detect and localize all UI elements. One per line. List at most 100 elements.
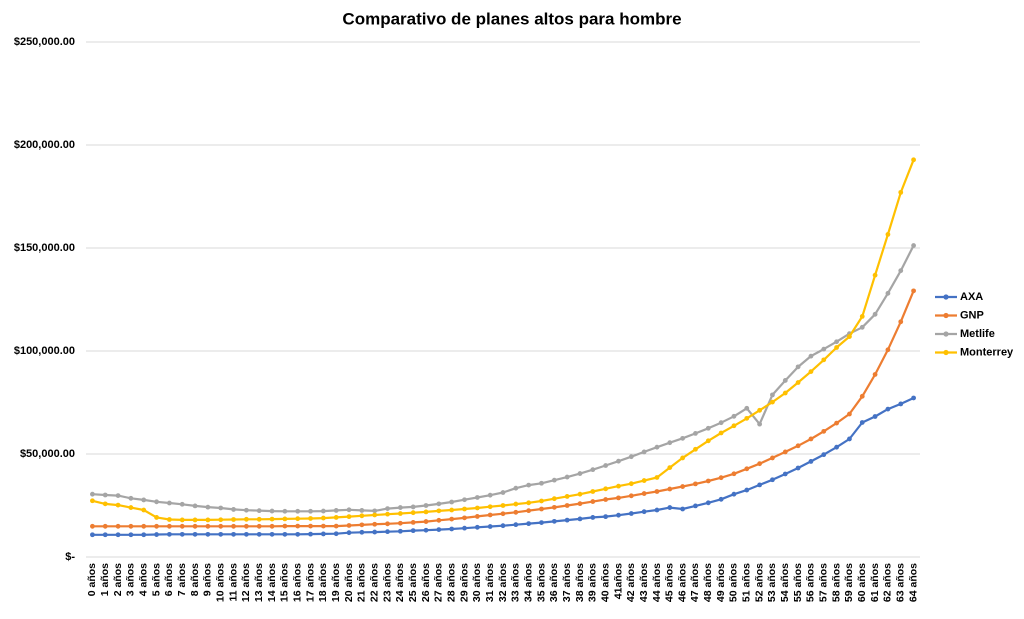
data-point	[539, 506, 544, 512]
data-point	[616, 483, 621, 489]
data-point	[256, 531, 262, 537]
data-point	[731, 471, 737, 477]
data-point	[551, 504, 557, 510]
data-point	[705, 425, 711, 431]
data-point	[577, 491, 583, 497]
data-point	[808, 436, 814, 442]
data-point	[90, 491, 95, 497]
data-point	[192, 523, 198, 529]
y-tick-label: $200,000.00	[14, 139, 75, 151]
data-point	[731, 491, 737, 497]
data-point	[770, 399, 775, 405]
data-point	[115, 493, 121, 499]
x-tick-label: 30 años	[471, 563, 483, 602]
data-point	[359, 522, 365, 528]
data-point	[847, 436, 852, 442]
x-tick-label: 17 años	[304, 563, 316, 602]
data-point	[500, 503, 506, 508]
data-point	[128, 523, 134, 529]
data-point	[167, 523, 172, 529]
data-point	[167, 500, 172, 506]
y-tick-label: $250,000.00	[14, 36, 75, 48]
data-point	[551, 518, 557, 524]
x-tick-label: 10 años	[215, 563, 227, 602]
data-point	[192, 531, 198, 537]
data-point	[603, 486, 609, 492]
data-point	[397, 505, 403, 510]
data-point	[243, 507, 249, 513]
data-point	[436, 517, 442, 523]
data-point	[680, 484, 686, 489]
data-point	[757, 407, 763, 413]
data-point	[885, 347, 891, 353]
x-tick-label: 50 años	[728, 563, 740, 602]
data-point	[603, 514, 609, 520]
data-point	[795, 465, 801, 471]
data-point	[718, 420, 724, 426]
x-tick-label: 62 años	[882, 563, 894, 602]
data-point	[102, 492, 108, 498]
data-point	[693, 446, 698, 452]
data-point	[705, 500, 711, 506]
data-point	[256, 516, 262, 522]
data-point	[474, 524, 480, 530]
data-point	[731, 413, 737, 419]
data-point	[385, 521, 390, 527]
x-tick-label: 29 años	[458, 563, 470, 602]
data-point	[410, 519, 416, 525]
data-point	[346, 523, 352, 528]
data-point	[898, 189, 904, 195]
data-point	[782, 390, 788, 396]
x-tick-label: 19 años	[330, 563, 342, 602]
data-point	[757, 421, 763, 427]
data-point	[577, 471, 583, 476]
data-point	[487, 492, 493, 498]
x-tick-label: 53 años	[766, 563, 778, 602]
data-point	[500, 511, 506, 517]
data-point	[154, 523, 159, 529]
data-point	[333, 523, 339, 529]
data-point	[154, 499, 159, 505]
data-point	[705, 478, 711, 484]
data-point	[551, 496, 557, 502]
data-point	[462, 525, 467, 531]
data-point	[359, 529, 365, 535]
x-tick-label: 58 años	[830, 563, 842, 602]
x-tick-label: 37 años	[561, 563, 573, 602]
data-point	[90, 523, 95, 529]
data-point	[885, 232, 891, 237]
data-point	[410, 504, 416, 510]
data-point	[333, 508, 339, 513]
data-point	[821, 346, 827, 352]
data-point	[718, 475, 724, 481]
data-point	[564, 494, 570, 499]
data-point	[641, 449, 647, 455]
data-point	[115, 532, 121, 538]
data-point	[487, 504, 493, 510]
data-point	[603, 497, 609, 502]
data-point	[102, 501, 108, 507]
data-point	[616, 512, 621, 518]
data-point	[423, 509, 429, 515]
data-point	[269, 531, 275, 537]
data-point	[821, 357, 827, 363]
data-point	[744, 415, 750, 421]
data-point	[526, 482, 532, 488]
data-point	[282, 531, 288, 537]
x-tick-label: 42 años	[625, 563, 637, 602]
x-tick-label: 52 años	[753, 563, 765, 602]
data-point	[628, 493, 634, 499]
data-point	[295, 516, 301, 522]
data-point	[654, 444, 660, 450]
data-point	[231, 517, 236, 522]
data-point	[256, 508, 262, 514]
x-tick-label: 43 años	[638, 563, 650, 602]
data-point	[539, 480, 544, 486]
data-point	[795, 380, 801, 385]
data-point	[205, 523, 211, 529]
data-point	[243, 516, 249, 522]
data-point	[641, 509, 647, 515]
data-point	[179, 517, 185, 523]
data-point	[141, 532, 147, 538]
data-point	[693, 503, 698, 509]
